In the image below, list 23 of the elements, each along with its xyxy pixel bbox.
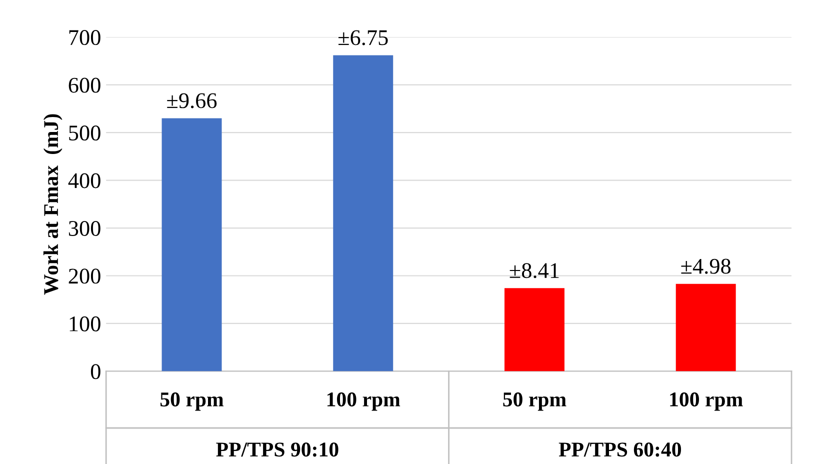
bar [676, 284, 736, 372]
annotation: ±4.98 [681, 258, 731, 274]
text: PP/TPS 60:40 [558, 442, 681, 457]
y-tick-label: 600 [68, 78, 100, 93]
bar [333, 55, 394, 372]
bar [162, 118, 222, 372]
y-tick-label: 500 [69, 126, 100, 140]
y-tick-label: 100 [70, 316, 100, 332]
bar [504, 288, 564, 372]
y-tick-label: 400 [68, 173, 100, 188]
y-axis-title: Work at Fmax (mJ) [43, 114, 62, 295]
x-tick-label: 100 rpm [670, 392, 743, 411]
y-tick-label: 700 [69, 30, 100, 46]
y-tick-label: 300 [68, 220, 100, 236]
x-tick-label: 50 rpm [160, 392, 224, 411]
y-tick-label: 0 [90, 364, 100, 380]
y-tick-label: 200 [68, 268, 100, 284]
text: PP/TPS 90:10 [216, 442, 338, 457]
x-tick-label: 50 rpm [503, 392, 566, 411]
annotation: ±8.41 [510, 263, 559, 278]
x-tick-label: 100 rpm [327, 392, 400, 411]
annotation: ±6.75 [338, 30, 388, 46]
annotation: ±9.66 [167, 93, 217, 108]
